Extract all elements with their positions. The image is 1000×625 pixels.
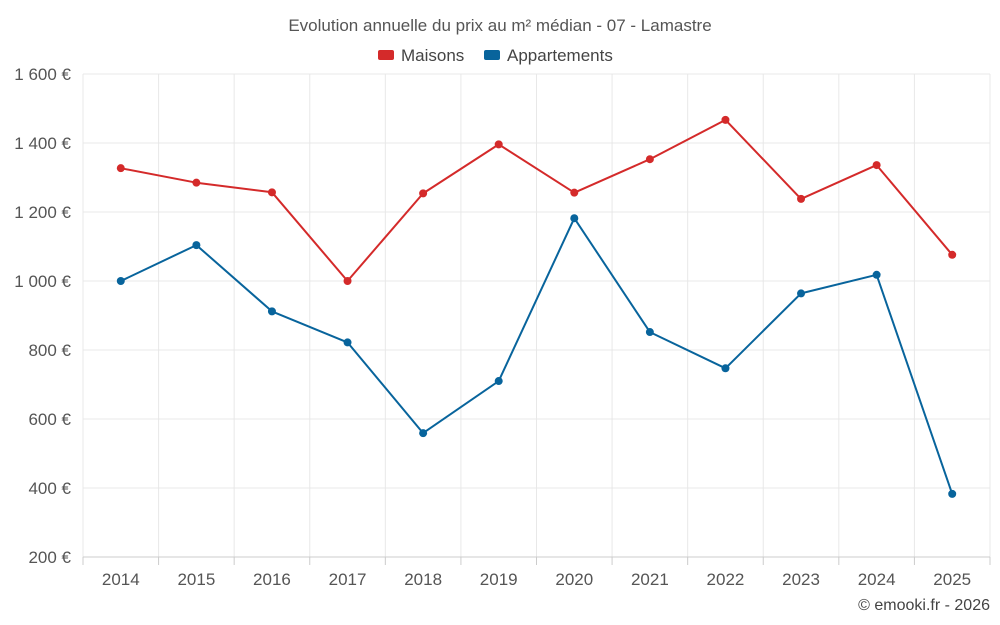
x-tick-label: 2020 (555, 570, 593, 589)
y-tick-label: 1 200 € (14, 203, 71, 222)
x-tick-label: 2018 (404, 570, 442, 589)
data-point-maisons[interactable] (116, 164, 125, 173)
series-group (116, 115, 957, 498)
data-point-appartements[interactable] (872, 270, 881, 279)
data-point-maisons[interactable] (797, 194, 806, 203)
x-tick-label: 2017 (329, 570, 367, 589)
x-axis: 2014 2015 2016 2017 2018 2019 2020 2021 2022 2023… (82, 557, 991, 589)
legend-item-maisons[interactable]: Maisons (378, 46, 464, 65)
data-point-maisons[interactable] (419, 189, 428, 198)
data-point-maisons[interactable] (267, 188, 276, 197)
data-point-appartements[interactable] (797, 289, 806, 298)
data-point-maisons[interactable] (570, 188, 579, 197)
x-tick-label: 2025 (933, 570, 971, 589)
data-point-appartements[interactable] (116, 277, 125, 285)
data-point-appartements[interactable] (721, 364, 730, 373)
x-tick-label: 2023 (782, 570, 820, 589)
credit-text: © emooki.fr - 2026 (858, 597, 990, 614)
x-tick-label: 2015 (177, 570, 215, 589)
legend[interactable]: Maisons Appartements (378, 46, 613, 65)
data-point-maisons[interactable] (192, 178, 201, 187)
x-tick-label: 2022 (707, 570, 745, 589)
data-point-appartements[interactable] (570, 214, 579, 223)
data-point-maisons[interactable] (872, 161, 881, 170)
data-point-maisons[interactable] (645, 155, 654, 164)
data-point-appartements[interactable] (948, 489, 957, 498)
legend-swatch (378, 50, 394, 60)
data-point-maisons[interactable] (721, 115, 730, 124)
x-tick-label: 2016 (253, 570, 291, 589)
series-appartements (116, 214, 957, 498)
x-tick-label: 2021 (631, 570, 669, 589)
y-tick-label: 1 600 € (14, 65, 71, 84)
data-point-maisons[interactable] (948, 250, 957, 259)
data-point-appartements[interactable] (494, 377, 503, 386)
legend-label: Appartements (507, 46, 613, 65)
data-point-appartements[interactable] (419, 429, 428, 438)
series-maisons (116, 115, 957, 285)
y-tick-label: 400 € (28, 479, 71, 498)
data-point-appartements[interactable] (267, 307, 276, 316)
data-point-appartements[interactable] (645, 328, 654, 337)
chart-title: Evolution annuelle du prix au m² médian … (288, 16, 711, 35)
y-tick-label: 800 € (28, 341, 71, 360)
grid-lines (82, 73, 991, 558)
y-tick-label: 200 € (28, 548, 71, 567)
x-tick-label: 2024 (858, 570, 896, 589)
y-axis: 200 € 400 € 600 € 800 € 1 000 € 1 200 € 1 400 … (14, 65, 71, 567)
data-point-maisons[interactable] (494, 140, 503, 149)
y-tick-label: 1 000 € (14, 272, 71, 291)
y-tick-label: 600 € (28, 410, 71, 429)
data-point-maisons[interactable] (343, 277, 352, 285)
series-line-appartements (120, 217, 954, 495)
x-tick-label: 2014 (102, 570, 140, 589)
legend-item-appartements[interactable]: Appartements (484, 46, 613, 65)
x-tick-label: 2019 (480, 570, 518, 589)
data-point-appartements[interactable] (343, 338, 352, 347)
series-line-maisons (120, 118, 953, 282)
data-point-appartements[interactable] (192, 241, 201, 250)
legend-label: Maisons (401, 46, 464, 65)
y-tick-label: 1 400 € (14, 134, 71, 153)
legend-swatch (484, 50, 500, 60)
